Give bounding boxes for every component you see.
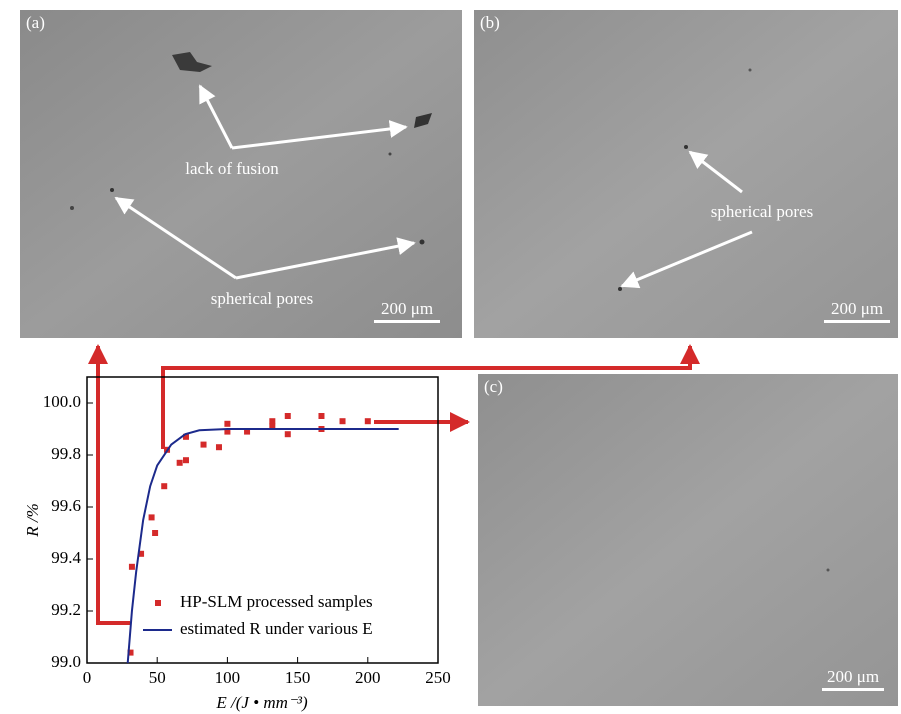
data-point [182,433,189,440]
data-point [269,423,276,430]
data-point [138,550,145,557]
x-tick-label: 150 [285,668,311,687]
legend-label: HP-SLM processed samples [180,592,373,611]
annotation: spherical pores [211,289,313,308]
data-point [244,428,251,435]
panel-label: (b) [480,13,500,32]
y-tick-label: 99.6 [51,496,81,515]
x-tick-label: 50 [149,668,166,687]
micrograph-b [474,10,898,338]
data-point [148,514,155,521]
micrograph-c [478,374,898,706]
micrograph-a [20,10,462,338]
legend-marker [155,600,161,606]
plot-frame [86,376,439,664]
data-point [224,428,231,435]
x-tick-label: 200 [355,668,381,687]
panel-label: (a) [26,13,45,32]
data-point [364,418,371,425]
connector-arrows [88,344,700,625]
scale-bar-label: 200 μm [381,299,433,318]
y-axis-label: R /% [23,503,42,538]
data-point [200,441,207,448]
data-point [176,459,183,466]
data-point [318,413,325,419]
data-point [284,431,291,438]
x-tick-label: 100 [215,668,241,687]
scale-bar-label: 200 μm [831,299,883,318]
y-tick-label: 99.2 [51,600,81,619]
y-tick-label: 99.0 [51,652,81,671]
y-tick-label: 100.0 [43,392,81,411]
y-tick-label: 99.4 [51,548,81,567]
data-point [269,418,276,425]
y-tick-label: 99.8 [51,444,81,463]
data-point [339,418,346,425]
data-point [215,444,222,451]
data-point [128,563,135,570]
data-point [224,420,231,427]
fit-line [126,428,399,664]
scale-bar-label: 200 μm [827,667,879,686]
data-point [182,457,189,464]
data-point [127,649,134,656]
x-tick-label: 250 [425,668,451,687]
legend-label: estimated R under various E [180,619,373,638]
data-point [161,483,168,490]
x-axis-label: E /(J • mm⁻³) [215,693,308,712]
annotation: lack of fusion [185,159,279,178]
data-point [284,413,291,419]
x-tick-label: 0 [83,668,92,687]
annotation: spherical pores [711,202,813,221]
data-point [152,530,159,536]
panel-label: (c) [484,377,503,396]
